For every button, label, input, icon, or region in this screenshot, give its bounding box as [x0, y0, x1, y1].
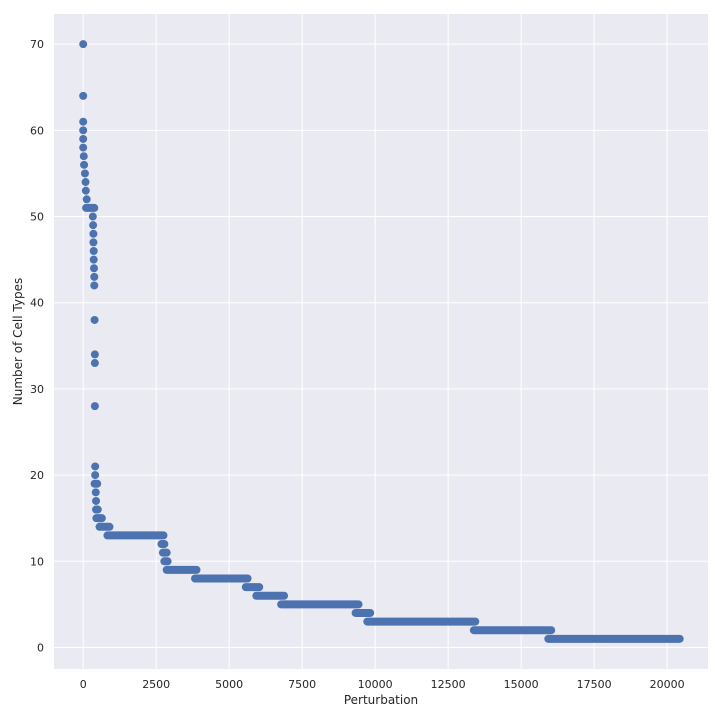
data-point	[90, 272, 99, 281]
x-tick-label: 12500	[431, 678, 466, 691]
data-point	[89, 247, 98, 256]
x-tick-label: 20000	[650, 678, 685, 691]
data-point	[91, 471, 100, 480]
y-tick-label: 50	[30, 211, 44, 224]
y-axis-label: Number of Cell Types	[11, 278, 25, 405]
data-point-run	[469, 626, 556, 635]
data-point	[81, 178, 90, 187]
data-point	[88, 212, 97, 221]
data-point	[90, 281, 99, 290]
x-tick-label: 0	[80, 678, 87, 691]
x-tick-label: 15000	[504, 678, 539, 691]
data-point	[89, 238, 98, 247]
data-point-run	[92, 505, 102, 514]
data-point	[91, 488, 100, 497]
data-point-run	[363, 617, 480, 626]
data-point-run	[95, 522, 114, 531]
data-point	[80, 169, 89, 178]
data-point	[90, 402, 99, 411]
data-point	[79, 143, 88, 152]
x-tick-label: 7500	[288, 678, 316, 691]
data-point-run	[160, 557, 172, 566]
data-point	[92, 496, 101, 505]
y-tick-label: 40	[30, 297, 44, 310]
y-tick-label: 20	[30, 469, 44, 482]
data-point-run	[158, 548, 171, 557]
data-point	[91, 462, 100, 471]
plot-background	[54, 14, 708, 669]
y-tick-label: 10	[30, 555, 44, 568]
data-point	[82, 195, 91, 204]
x-axis-label: Perturbation	[344, 693, 418, 707]
data-point-run	[103, 531, 168, 540]
x-tick-label: 5000	[215, 678, 243, 691]
data-point	[79, 152, 88, 161]
data-point	[90, 350, 99, 359]
y-tick-label: 70	[30, 38, 44, 51]
data-point	[81, 186, 90, 195]
data-point-run	[241, 583, 264, 592]
data-point	[89, 229, 98, 238]
y-tick-label: 60	[30, 124, 44, 137]
data-point	[80, 160, 89, 169]
y-tick-labels: 0 10 20 30 40 50 60 70	[30, 38, 44, 654]
x-tick-label: 10000	[358, 678, 393, 691]
data-point	[90, 359, 99, 368]
data-point	[79, 40, 88, 49]
data-points	[79, 40, 684, 643]
data-point	[79, 134, 88, 143]
data-point-run	[162, 565, 201, 574]
data-point	[89, 264, 98, 273]
data-point-run	[277, 600, 363, 609]
data-point	[89, 255, 98, 264]
data-point-run	[157, 540, 169, 549]
data-point-run	[92, 514, 106, 523]
data-point-run	[191, 574, 252, 583]
data-point	[89, 221, 98, 230]
data-point-run	[82, 203, 99, 212]
data-point	[90, 315, 99, 324]
data-point-run	[351, 608, 375, 617]
x-tick-labels: 0 2500 5000 7500 10000 12500 15000 17500 20000	[80, 678, 685, 691]
data-point	[79, 91, 88, 100]
y-tick-label: 30	[30, 383, 44, 396]
data-point	[79, 126, 88, 135]
x-tick-label: 2500	[142, 678, 170, 691]
x-tick-label: 17500	[577, 678, 612, 691]
data-point-run	[90, 479, 102, 488]
data-point-run	[544, 634, 684, 643]
data-point-run	[252, 591, 289, 600]
data-point	[79, 117, 88, 126]
y-tick-label: 0	[37, 641, 44, 654]
